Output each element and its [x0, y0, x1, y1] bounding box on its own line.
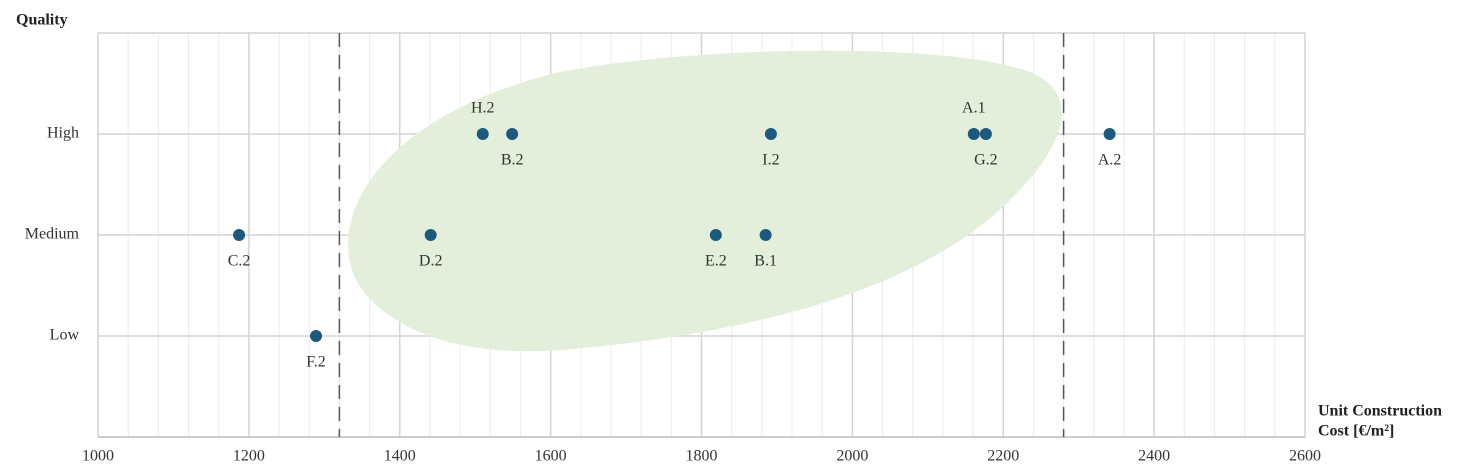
point-label: D.2 [419, 253, 443, 270]
x-tick-label: 1400 [384, 448, 416, 465]
point-label: B.1 [754, 253, 777, 270]
point [233, 229, 246, 241]
point-label: G.2 [974, 152, 998, 169]
point-label: A.1 [962, 100, 986, 117]
point-label: E.2 [705, 253, 727, 270]
x-tick-label: 2000 [836, 448, 868, 465]
point [424, 229, 437, 241]
point-label: H.2 [471, 100, 495, 117]
x-tick-label: 1800 [686, 448, 718, 465]
point [709, 229, 722, 241]
point-label: I.2 [762, 152, 779, 169]
x-axis-title: Unit Construction [1318, 403, 1442, 420]
x-tick-label: 2600 [1289, 448, 1321, 465]
point-label: A.2 [1098, 152, 1122, 169]
x-axis-title: Cost [€/m²] [1318, 423, 1394, 440]
point [759, 229, 772, 241]
x-tick-label: 1600 [535, 448, 567, 465]
point [1103, 128, 1116, 140]
point [979, 128, 992, 140]
point [310, 330, 323, 342]
cluster-area [348, 50, 1062, 352]
point [764, 128, 777, 140]
x-tick-label: 2400 [1138, 448, 1170, 465]
point-label: F.2 [306, 354, 326, 371]
point [476, 128, 489, 140]
point [967, 128, 980, 140]
x-tick-label: 1200 [233, 448, 265, 465]
y-tick-label: High [47, 125, 79, 142]
x-tick-label: 2200 [987, 448, 1019, 465]
x-tick-label: 1000 [82, 448, 114, 465]
y-tick-label: Medium [25, 226, 80, 243]
point-label: B.2 [501, 152, 524, 169]
point [506, 128, 519, 140]
point-label: C.2 [228, 253, 251, 270]
y-tick-label: Low [50, 327, 80, 344]
y-axis-title: Quality [16, 12, 68, 29]
